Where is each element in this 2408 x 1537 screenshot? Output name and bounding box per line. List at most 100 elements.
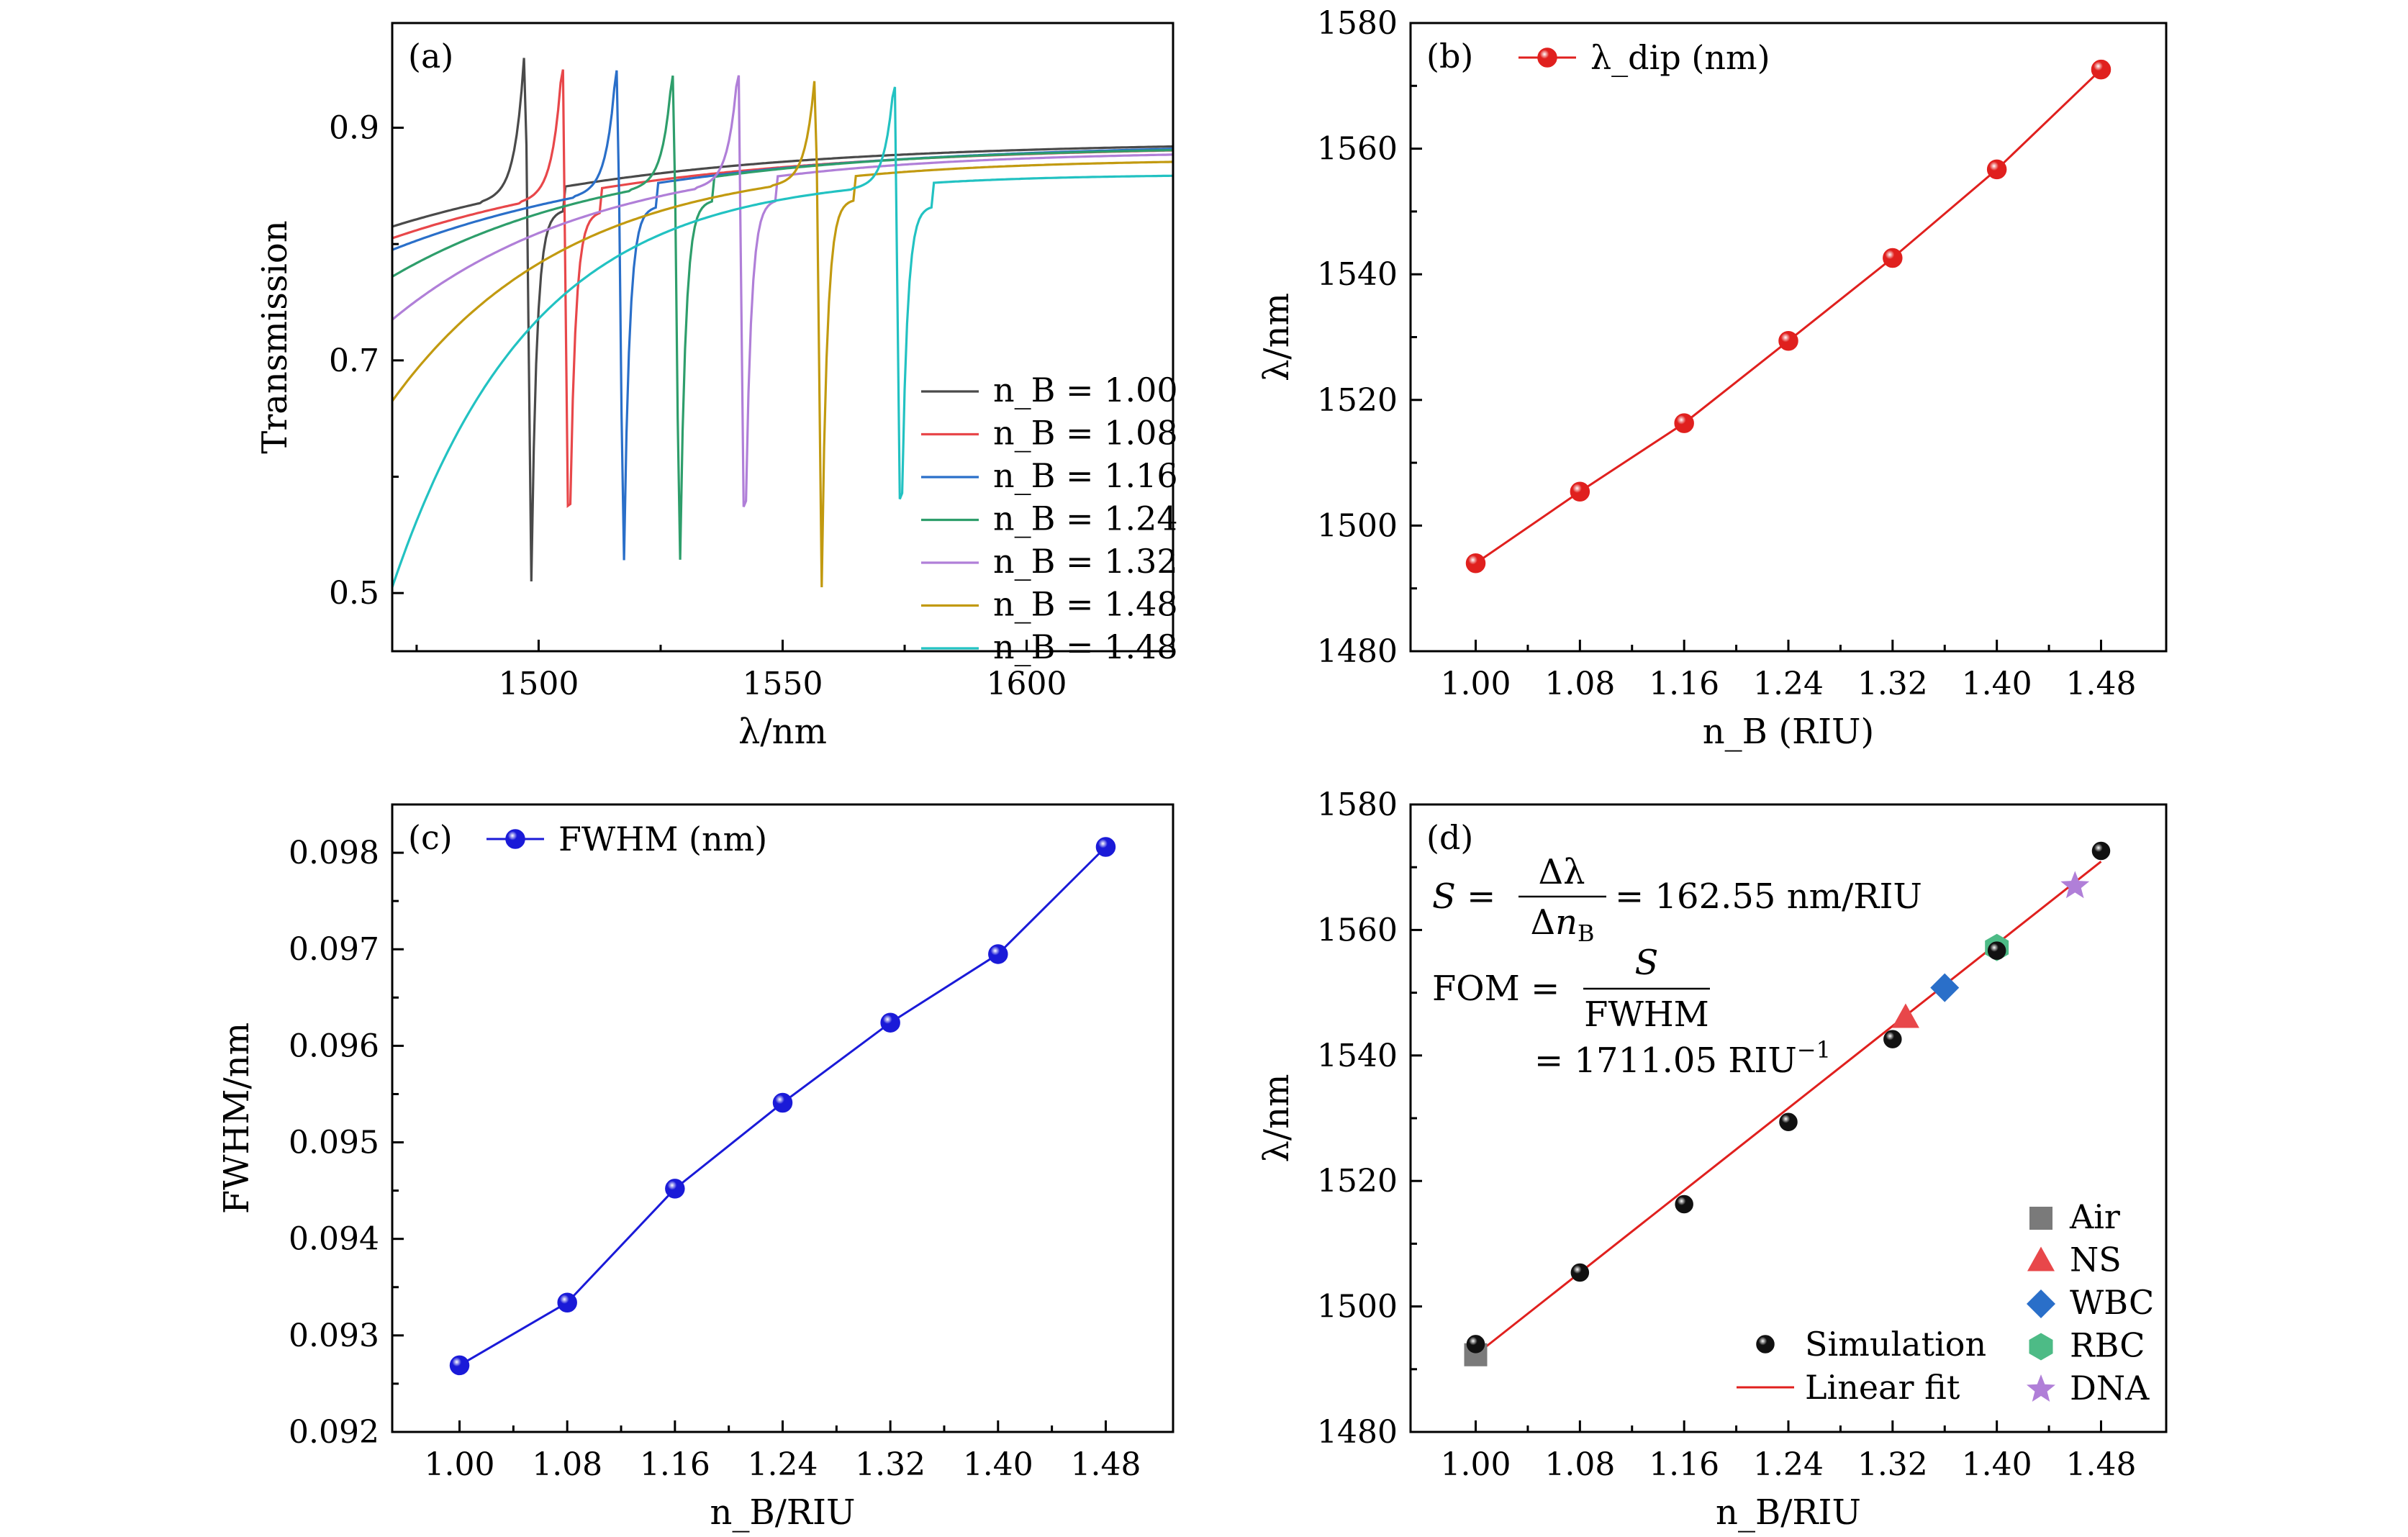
x-tick-label: 1.32 bbox=[855, 1446, 925, 1483]
x-tick-label: 1600 bbox=[987, 666, 1067, 702]
x-tick-label: 1.00 bbox=[425, 1446, 495, 1483]
x-tick-label: 1.24 bbox=[748, 1446, 818, 1483]
x-tick-label: 1.08 bbox=[1544, 666, 1615, 702]
panel-b: 1.00 1.08 1.16 1.24 1.32 1.40 1.48 1480 1500 1520… bbox=[1257, 5, 2168, 752]
dip-line bbox=[1475, 68, 2102, 565]
y-tick-label: 0.094 bbox=[289, 1221, 379, 1258]
x-tick-label: 1.40 bbox=[963, 1446, 1033, 1483]
y-tick-label: 1560 bbox=[1317, 131, 1398, 168]
y-axis-label: λ/nm bbox=[1257, 1074, 1297, 1162]
fom-lhs: FOM = bbox=[1432, 969, 1560, 1009]
x-tick-label: 1.08 bbox=[1544, 1446, 1615, 1483]
y-tick-label: 1520 bbox=[1317, 1163, 1398, 1200]
x-tick-label: 1.00 bbox=[1441, 666, 1511, 702]
fom-numerator: S bbox=[1635, 943, 1659, 983]
x-axis-label: n_B/RIU bbox=[710, 1492, 856, 1533]
sensitivity-value: = 162.55 nm/RIU bbox=[1615, 876, 1922, 917]
plot-frame bbox=[391, 803, 1174, 1433]
simulation-point bbox=[1779, 1112, 1798, 1131]
simulation-point bbox=[1987, 941, 2006, 960]
legend-marker bbox=[505, 829, 525, 849]
y-tick-label: 0.092 bbox=[289, 1414, 379, 1451]
transmission-curve-0 bbox=[391, 58, 1174, 582]
legend-marker-air bbox=[2029, 1207, 2052, 1230]
dip-point bbox=[1778, 330, 1798, 351]
legend-entry: WBC bbox=[2070, 1283, 2154, 1322]
x-tick-label: 1.48 bbox=[1070, 1446, 1141, 1483]
transmission-curve-6 bbox=[391, 86, 1173, 588]
legend-marker-rbc bbox=[2029, 1333, 2053, 1361]
legend-entry: n_B = 1.32 bbox=[993, 542, 1178, 581]
panel-c: 1.00 1.08 1.16 1.24 1.32 1.40 1.48 0.092 0.093 0.… bbox=[217, 803, 1174, 1533]
y-tick-label: 1540 bbox=[1317, 1038, 1398, 1074]
y-tick-label: 1500 bbox=[1317, 1289, 1398, 1325]
transmission-curve-4 bbox=[391, 75, 1173, 507]
x-tick-label: 1.40 bbox=[1962, 666, 2032, 702]
x-tick-label: 1550 bbox=[743, 666, 823, 702]
y-tick-label: 1560 bbox=[1317, 912, 1398, 948]
fwhm-point bbox=[988, 944, 1008, 964]
y-tick-label: 1480 bbox=[1317, 633, 1398, 670]
legend-marker-simulation bbox=[1756, 1335, 1775, 1354]
panel-a: 1500 1550 1600 0.5 0.7 0.9 (a) λ/nm Transmission… bbox=[255, 22, 1178, 752]
y-tick-label: 1500 bbox=[1317, 507, 1398, 544]
y-tick-label: 1520 bbox=[1317, 382, 1398, 419]
sensitivity-numerator: Δλ bbox=[1538, 852, 1585, 892]
x-tick-label: 1.16 bbox=[1649, 1446, 1719, 1483]
legend-entry: Linear fit bbox=[1805, 1368, 1960, 1407]
dip-point bbox=[1465, 553, 1486, 573]
legend-entry: n_B = 1.00 bbox=[993, 371, 1178, 409]
simulation-point bbox=[2091, 841, 2111, 861]
sensitivity-denominator: ΔnB bbox=[1530, 902, 1594, 947]
panel-label: (a) bbox=[408, 37, 453, 76]
analyte-marker-ns bbox=[1891, 1003, 1919, 1028]
y-tick-label: 0.7 bbox=[329, 343, 379, 379]
y-tick-label: 0.097 bbox=[289, 931, 379, 968]
transmission-curve-3 bbox=[391, 75, 1174, 560]
fwhm-point bbox=[1095, 837, 1116, 857]
x-tick-label: 1.16 bbox=[1649, 666, 1719, 702]
legend-entry: Air bbox=[2069, 1197, 2120, 1236]
legend-entry: Simulation bbox=[1805, 1325, 1986, 1364]
legend-entry: RBC bbox=[2070, 1326, 2145, 1365]
analyte-marker-wbc bbox=[1930, 973, 1960, 1002]
panel-label: (d) bbox=[1426, 818, 1473, 857]
fwhm-point bbox=[557, 1292, 577, 1312]
legend-entry: n_B = 1.08 bbox=[993, 414, 1178, 453]
x-axis-label: λ/nm bbox=[738, 712, 827, 752]
x-tick-label: 1.24 bbox=[1753, 1446, 1824, 1483]
y-axis-label: λ/nm bbox=[1257, 293, 1297, 381]
x-tick-label: 1.32 bbox=[1857, 1446, 1928, 1483]
legend-entry: n_B = 1.16 bbox=[993, 456, 1178, 495]
dip-point bbox=[1883, 248, 1903, 268]
panel-d: 1.00 1.08 1.16 1.24 1.32 1.40 1.48 1480 1500 1520… bbox=[1257, 786, 2168, 1533]
fwhm-point bbox=[772, 1092, 793, 1113]
y-tick-label: 0.093 bbox=[289, 1318, 379, 1354]
y-tick-label: 1540 bbox=[1317, 256, 1398, 293]
x-tick-label: 1500 bbox=[498, 666, 579, 702]
legend-marker-wbc bbox=[2027, 1289, 2055, 1318]
panel-label: (c) bbox=[408, 818, 453, 857]
x-tick-label: 1.24 bbox=[1753, 666, 1824, 702]
x-axis-label: n_B/RIU bbox=[1716, 1492, 1861, 1533]
sensitivity-lhs: S = bbox=[1432, 876, 1495, 917]
legend-entry: NS bbox=[2070, 1241, 2122, 1279]
fwhm-point bbox=[880, 1012, 900, 1033]
x-tick-label: 1.00 bbox=[1441, 1446, 1511, 1483]
y-axis-label: Transmission bbox=[255, 220, 295, 453]
fom-denominator: FWHM bbox=[1584, 994, 1709, 1035]
x-tick-label: 1.32 bbox=[1857, 666, 1928, 702]
y-tick-label: 0.9 bbox=[329, 110, 379, 147]
y-tick-label: 0.098 bbox=[289, 835, 379, 871]
legend-entry: n_B = 1.48 bbox=[993, 585, 1178, 624]
fwhm-point bbox=[665, 1179, 685, 1199]
legend-entry: n_B = 1.48 bbox=[993, 627, 1178, 666]
legend-marker-dna bbox=[2027, 1374, 2055, 1402]
y-tick-label: 1580 bbox=[1317, 5, 1398, 42]
analyte-marker-dna bbox=[2060, 871, 2090, 899]
transmission-curve-5 bbox=[391, 81, 1173, 588]
dip-point bbox=[1986, 159, 2007, 180]
x-axis-label: n_B (RIU) bbox=[1703, 712, 1874, 752]
legend-entry: DNA bbox=[2070, 1369, 2150, 1407]
